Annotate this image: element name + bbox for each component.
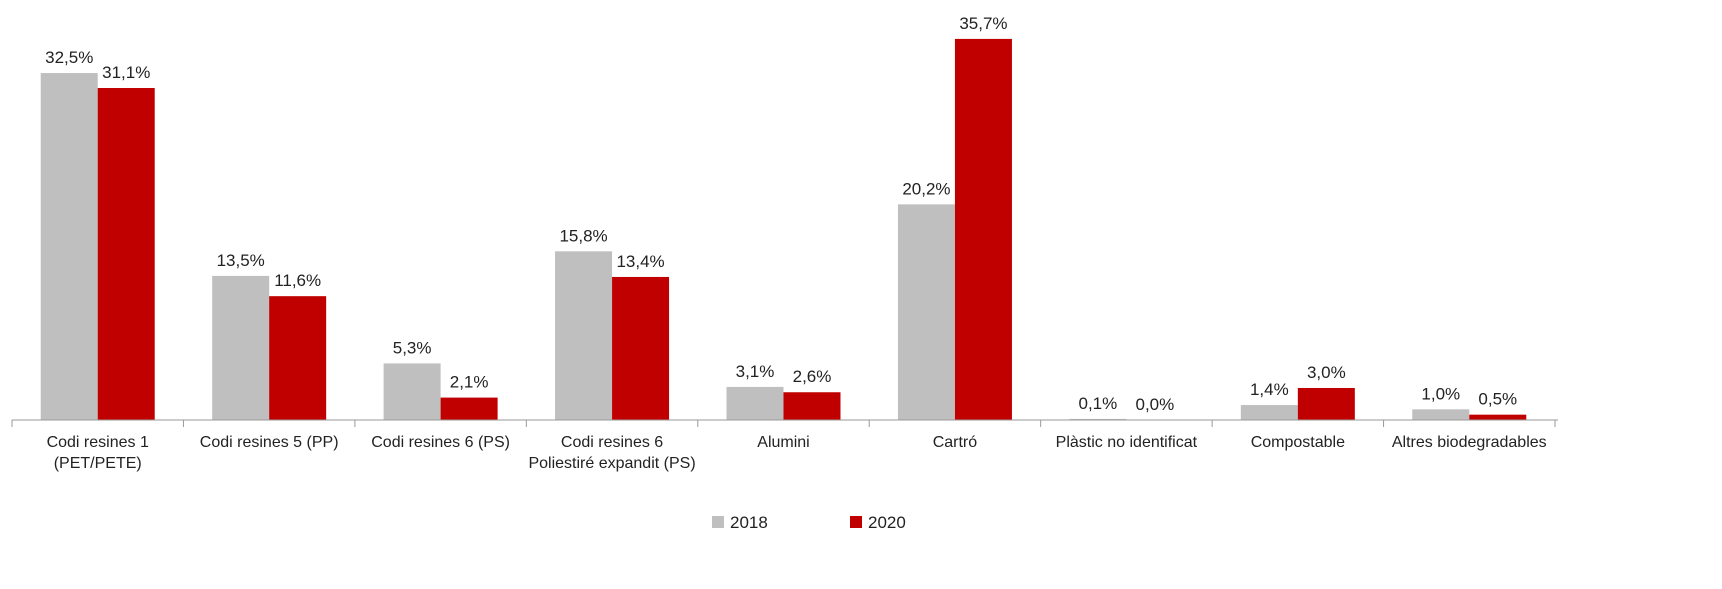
x-tick-label: Codi resines 1 (PET/PETE): [46, 434, 149, 472]
legend-swatch: [712, 516, 724, 528]
data-label: 3,0%: [1307, 363, 1346, 382]
data-label: 1,0%: [1421, 384, 1460, 403]
data-label: 11,6%: [274, 271, 321, 290]
data-label: 0,1%: [1079, 394, 1118, 413]
x-tick-label: Plàstic no identificat: [1055, 434, 1198, 451]
bar: [212, 275, 270, 420]
legend-swatch: [850, 516, 862, 528]
data-label: 2,1%: [450, 373, 489, 392]
bar: [1412, 409, 1470, 420]
bar: [612, 276, 670, 420]
x-tick-label: Alumini: [757, 434, 810, 451]
bar: [1297, 387, 1355, 420]
bar: [954, 38, 1012, 421]
data-label: 0,5%: [1478, 390, 1517, 409]
legend-label: 2018: [730, 513, 768, 532]
bar: [555, 251, 613, 420]
data-label: 0,0%: [1136, 395, 1175, 414]
data-label: 2,6%: [793, 367, 832, 386]
data-label: 1,4%: [1250, 380, 1289, 399]
bar: [1069, 418, 1127, 420]
x-tick-label: Codi resines 6 (PS): [371, 434, 510, 451]
x-tick-label: Altres biodegradables: [1391, 434, 1547, 451]
bar: [783, 392, 841, 420]
x-tick-label: Compostable: [1250, 434, 1345, 451]
data-label: 31,1%: [102, 63, 150, 82]
data-label: 3,1%: [736, 362, 775, 381]
bar: [1240, 405, 1298, 420]
data-label: 15,8%: [559, 226, 607, 245]
bar: [40, 73, 98, 420]
bar: [440, 397, 498, 420]
data-label: 13,5%: [217, 251, 265, 270]
bar: [897, 204, 955, 420]
data-label: 20,2%: [902, 179, 950, 198]
data-label: 5,3%: [393, 338, 432, 357]
x-tick-label: Codi resines 6 Poliestiré expandit (PS): [528, 434, 696, 472]
data-label: 13,4%: [616, 252, 664, 271]
bar: [1469, 414, 1527, 420]
bar: [269, 296, 327, 420]
x-tick-label: Cartró: [932, 434, 978, 451]
data-label: 35,7%: [959, 14, 1007, 33]
legend-label: 2020: [868, 513, 906, 532]
bar: [97, 88, 155, 420]
bar: [726, 386, 784, 420]
data-label: 32,5%: [45, 48, 93, 67]
bar: [383, 363, 441, 420]
x-tick-label: Codi resines 5 (PP): [199, 434, 339, 451]
